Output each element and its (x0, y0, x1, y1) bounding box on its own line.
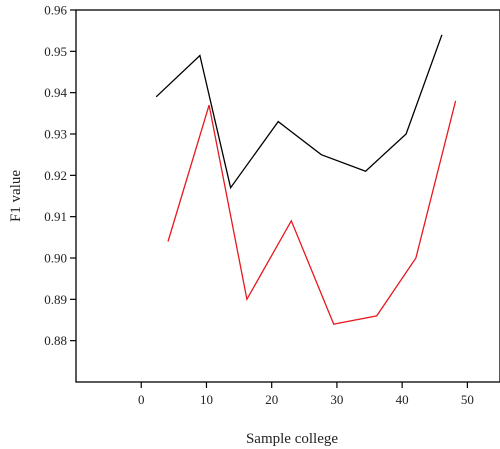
y-tick-label: 0.90 (44, 251, 67, 266)
y-axis-title: F1 value (8, 170, 24, 222)
x-tick-label: 30 (330, 392, 343, 407)
y-tick-label: 0.95 (44, 44, 67, 59)
series-line-1 (155, 34, 443, 190)
series-layer (155, 34, 457, 325)
x-tick-label: 0 (138, 392, 145, 407)
y-tick-label: 0.94 (44, 85, 67, 100)
plot-frame (75, 9, 500, 383)
y-tick-label: 0.92 (44, 168, 67, 183)
x-tick-label: 10 (200, 392, 213, 407)
y-tick-label: 0.89 (44, 292, 67, 307)
series-line-2 (167, 100, 457, 325)
x-tick-label: 20 (265, 392, 278, 407)
x-axis-title: Sample college (246, 431, 338, 447)
y-axis-ticks: 0.88 0.89 0.90 0.91 0.92 0.93 0.94 0.95 0.96 (44, 3, 76, 348)
x-tick-label: 50 (461, 392, 474, 407)
y-tick-label: 0.88 (44, 333, 67, 348)
x-axis-ticks: 0 10 20 30 40 50 (138, 382, 474, 407)
y-tick-label: 0.91 (44, 209, 67, 224)
x-tick-label: 40 (396, 392, 409, 407)
y-tick-label: 0.93 (44, 127, 67, 142)
y-tick-label: 0.96 (44, 3, 67, 18)
